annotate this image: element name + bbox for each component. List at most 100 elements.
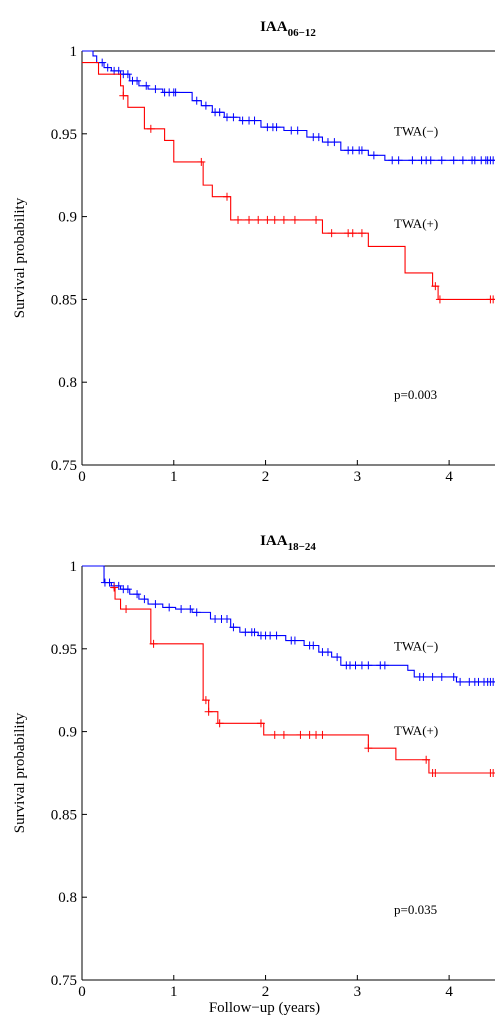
censor-mark <box>215 719 224 728</box>
censor-mark <box>290 215 299 224</box>
y-tick-label: 0.8 <box>58 375 77 391</box>
censor-mark <box>223 614 232 623</box>
chart-title: IAA18−24 <box>260 533 316 553</box>
y-tick-label: 0.9 <box>58 725 77 741</box>
censor-mark <box>133 590 142 599</box>
censor-mark <box>98 58 107 67</box>
censor-mark <box>428 672 437 681</box>
y-tick-label: 0.85 <box>51 807 77 823</box>
censor-mark <box>437 672 446 681</box>
chart-panel-1: 0.75 0.8 0.85 0.9 0.95 1 0 1 2 3 4 IAA06−12 Survival… <box>12 19 495 485</box>
censor-mark <box>458 156 467 165</box>
censor-mark <box>263 215 272 224</box>
censor-mark <box>422 755 431 764</box>
censor-mark <box>437 156 446 165</box>
censor-mark <box>296 730 305 739</box>
censor-mark <box>279 215 288 224</box>
label-twa-positive: TWA(+) <box>394 723 438 738</box>
y-axis-label: Survival probability <box>12 712 28 833</box>
censor-mark <box>318 730 327 739</box>
censor-mark <box>122 605 131 614</box>
censor-mark <box>309 641 318 650</box>
censor-mark <box>234 215 243 224</box>
censor-mark <box>431 769 440 777</box>
series-twa-negative <box>82 565 495 686</box>
censor-mark <box>489 156 495 165</box>
series-twa-positive <box>82 62 495 304</box>
censor-mark <box>272 631 281 640</box>
p-value-label: p=0.035 <box>394 902 437 917</box>
censor-mark <box>394 156 403 165</box>
censor-mark <box>279 730 288 739</box>
censor-mark <box>114 581 123 590</box>
series-twa-positive <box>110 583 495 777</box>
censor-mark <box>357 146 366 155</box>
y-tick-label: 0.95 <box>51 642 77 658</box>
x-tick-label: 4 <box>445 984 453 1000</box>
censor-mark <box>256 719 265 728</box>
survival-step-line <box>82 50 495 161</box>
censor-mark <box>272 123 281 132</box>
censor-mark <box>192 608 201 617</box>
censor-mark <box>197 157 206 166</box>
censor-mark <box>364 661 373 670</box>
y-tick-label: 0.8 <box>58 890 77 906</box>
y-tick-label: 0.75 <box>51 458 77 474</box>
censor-mark <box>431 282 440 291</box>
censor-mark <box>140 595 149 604</box>
x-axis-label: Follow−up (years) <box>209 1000 320 1016</box>
censor-mark <box>270 730 279 739</box>
censor-mark <box>119 91 128 100</box>
x-tick-label: 2 <box>262 469 270 485</box>
censor-mark <box>105 578 114 587</box>
censor-mark <box>357 229 366 238</box>
censor-mark <box>229 113 238 122</box>
censor-mark <box>114 66 123 75</box>
y-axis-label: Survival probability <box>12 197 28 318</box>
censor-mark <box>133 76 142 85</box>
censor-mark <box>245 215 254 224</box>
censor-mark <box>146 124 155 133</box>
p-value-label: p=0.003 <box>394 387 437 402</box>
censor-mark <box>192 96 201 105</box>
censor-mark <box>426 156 435 165</box>
censor-mark <box>330 138 339 147</box>
censor-mark <box>250 628 259 637</box>
censor-mark <box>369 151 378 160</box>
censor-mark <box>254 215 263 224</box>
censor-mark <box>123 70 132 79</box>
label-twa-negative: TWA(−) <box>394 638 438 653</box>
censor-mark <box>151 600 160 609</box>
survival-step-line <box>82 62 495 300</box>
x-tick-label: 4 <box>445 469 453 485</box>
censor-mark <box>408 156 417 165</box>
censor-mark <box>333 653 342 662</box>
censor-mark <box>290 636 299 645</box>
y-tick-label: 0.75 <box>51 973 77 989</box>
x-tick-label: 1 <box>170 984 178 1000</box>
censor-mark <box>489 769 495 777</box>
censor-mark <box>435 295 444 304</box>
censor-mark <box>348 229 357 238</box>
censor-mark <box>103 63 112 72</box>
censor-mark <box>314 133 323 142</box>
censor-mark <box>201 101 210 110</box>
censor-mark <box>323 648 332 657</box>
censor-mark <box>250 116 259 125</box>
censor-mark <box>489 677 495 686</box>
chart-panel-2: 0.75 0.8 0.85 0.9 0.95 1 0 1 2 3 4 IAA18−24 Survival… <box>12 533 495 1016</box>
censor-mark <box>229 623 238 632</box>
censor-mark <box>456 677 465 686</box>
y-tick-label: 0.85 <box>51 292 77 308</box>
censor-mark <box>364 744 373 753</box>
censor-mark <box>201 696 210 705</box>
censor-mark <box>142 81 151 90</box>
censor-mark <box>449 672 458 681</box>
censor-mark <box>149 639 158 648</box>
x-tick-label: 3 <box>354 984 362 1000</box>
label-twa-positive: TWA(+) <box>394 216 438 231</box>
censor-mark <box>312 215 321 224</box>
x-tick-label: 3 <box>354 469 362 485</box>
censor-mark <box>449 156 458 165</box>
